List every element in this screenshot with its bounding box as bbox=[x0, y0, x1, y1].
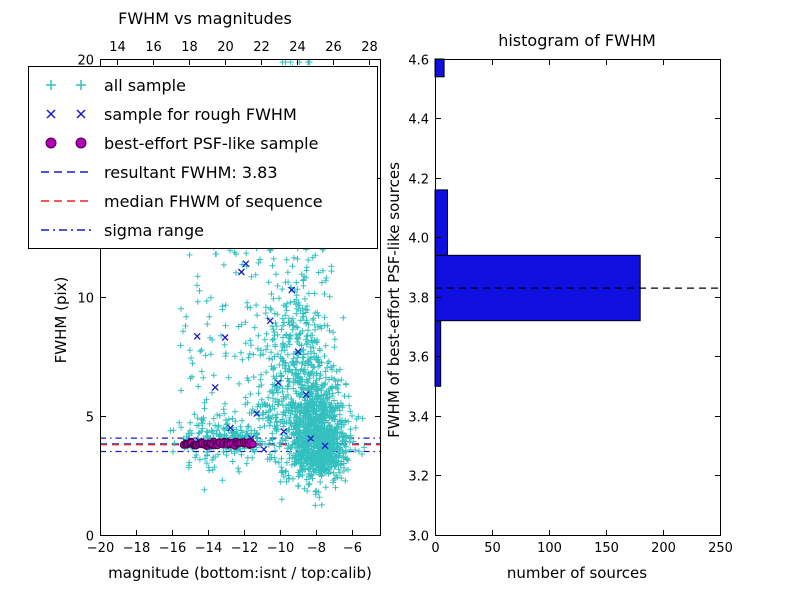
psf-like-point bbox=[248, 440, 257, 449]
right-ytick-label: 3.6 bbox=[408, 351, 429, 366]
left-xtick-label: −10 bbox=[267, 541, 294, 556]
left-chart-title: FWHM vs magnitudes bbox=[118, 9, 292, 28]
legend-item: best-effort PSF-like sample bbox=[39, 131, 367, 155]
legend-item: sigma range bbox=[39, 218, 367, 242]
dashed-marker-icon bbox=[41, 200, 92, 202]
left-top-xtick-label: 28 bbox=[361, 40, 378, 55]
circle-marker-icon bbox=[45, 137, 87, 149]
left-top-xtick-label: 20 bbox=[217, 40, 234, 55]
right-yaxis-label: FWHM of best-effort PSF-like sources bbox=[385, 162, 403, 438]
histogram-bar bbox=[434, 58, 445, 78]
legend-item-label: resultant FWHM: 3.83 bbox=[104, 162, 278, 182]
right-xtick-label: 250 bbox=[708, 541, 733, 556]
legend-item: median FHWM of sequence bbox=[39, 189, 367, 213]
left-top-xtick-label: 26 bbox=[325, 40, 342, 55]
right-ytick-label: 3.8 bbox=[408, 292, 429, 307]
left-ytick-label: 20 bbox=[77, 54, 94, 69]
legend-item-label: best-effort PSF-like sample bbox=[104, 133, 319, 153]
right-xtick-label: 100 bbox=[537, 541, 562, 556]
legend: all sample sample for rough FWHM best-effo… bbox=[28, 66, 378, 249]
legend-item: all sample bbox=[39, 73, 367, 97]
right-ytick-label: 3.0 bbox=[408, 530, 429, 545]
axes-frame bbox=[435, 59, 721, 536]
psf-like-points bbox=[179, 437, 257, 450]
legend-item-label: sigma range bbox=[104, 220, 204, 240]
left-top-xtick-label: 16 bbox=[145, 40, 162, 55]
legend-item-label: sample for rough FWHM bbox=[104, 104, 297, 124]
right-ytick-label: 4.6 bbox=[408, 54, 429, 69]
right-ytick-label: 4.4 bbox=[408, 113, 429, 128]
right-ytick-label: 3.4 bbox=[408, 411, 429, 426]
right-xaxis-label: number of sources bbox=[507, 564, 647, 582]
left-ytick-label: 0 bbox=[86, 530, 94, 545]
right-ytick-label: 3.2 bbox=[408, 470, 429, 485]
left-xtick-label: −12 bbox=[231, 541, 258, 556]
left-top-xtick-label: 22 bbox=[253, 40, 270, 55]
right-xtick-label: 150 bbox=[594, 541, 619, 556]
histogram-bar bbox=[434, 189, 448, 256]
left-xtick-label: −14 bbox=[195, 541, 222, 556]
left-yaxis-label: FWHM (pix) bbox=[52, 277, 70, 364]
x-marker-icon bbox=[46, 109, 86, 119]
left-ytick-label: 5 bbox=[86, 411, 94, 426]
plus-marker-icon bbox=[46, 80, 86, 90]
left-ytick-label: 10 bbox=[77, 292, 94, 307]
right-xtick-label: 50 bbox=[484, 541, 501, 556]
left-xtick-label: −6 bbox=[343, 541, 362, 556]
left-xtick-label: −20 bbox=[87, 541, 114, 556]
legend-item: resultant FWHM: 3.83 bbox=[39, 160, 367, 184]
right-ytick-label: 4.2 bbox=[408, 173, 429, 188]
legend-item-label: median FHWM of sequence bbox=[104, 191, 323, 211]
axes-frame bbox=[100, 59, 381, 536]
dashdot-marker-icon bbox=[41, 229, 92, 231]
right-chart-title: histogram of FWHM bbox=[498, 31, 656, 50]
left-xtick-label: −16 bbox=[159, 541, 186, 556]
left-top-xtick-label: 14 bbox=[109, 40, 126, 55]
legend-item: sample for rough FWHM bbox=[39, 102, 367, 126]
left-xtick-label: −18 bbox=[123, 541, 150, 556]
left-xtick-label: −8 bbox=[307, 541, 326, 556]
left-top-xtick-label: 24 bbox=[289, 40, 306, 55]
right-xtick-label: 200 bbox=[651, 541, 676, 556]
left-top-xtick-label: 18 bbox=[181, 40, 198, 55]
right-ytick-label: 4.0 bbox=[408, 232, 429, 247]
right-xtick-label: 0 bbox=[431, 541, 439, 556]
legend-item-label: all sample bbox=[104, 75, 186, 95]
dashed-marker-icon bbox=[41, 171, 92, 173]
left-xaxis-label: magnitude (bottom:isnt / top:calib) bbox=[108, 564, 372, 582]
